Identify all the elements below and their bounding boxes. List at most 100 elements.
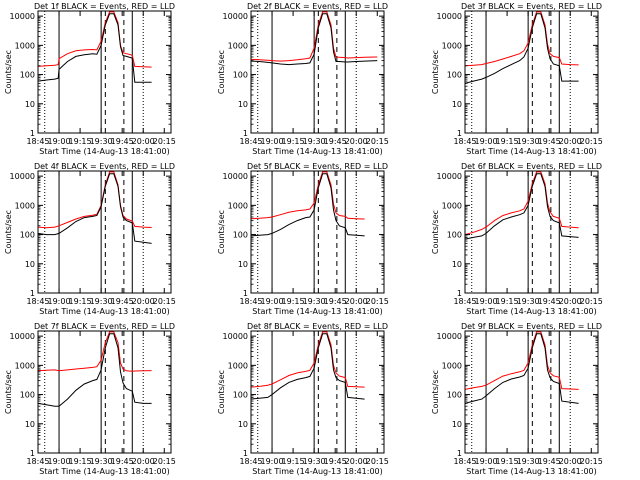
y-tick-label: 10: [452, 420, 462, 429]
plot-frame: [250, 330, 385, 454]
y-tick-label: 1000: [15, 361, 35, 370]
y-tick-label: 10000: [223, 172, 248, 181]
series-line-lld: [37, 331, 152, 372]
series-line-events: [464, 173, 579, 240]
y-tick-label: 1: [457, 129, 462, 138]
y-tick-label: 10000: [437, 332, 462, 341]
y-axis-label: Counts/sec: [217, 50, 226, 94]
x-axis-label: Start Time (14-Aug-13 18:41:00): [466, 307, 597, 316]
x-tick-label: 20:00: [132, 137, 155, 146]
x-tick-label: 19:00: [261, 457, 284, 466]
x-tick-label: 18:45: [239, 297, 262, 306]
x-tick-label: 19:00: [48, 457, 71, 466]
y-tick-label: 100: [233, 71, 248, 80]
y-tick-label: 100: [20, 231, 35, 240]
y-tick-label: 100: [447, 71, 462, 80]
chart-panel: 1 10 100 1000 10000 18:4519:0019:1519:3019:45…: [4, 322, 176, 476]
series-line-lld: [464, 331, 579, 390]
y-tick-label: 10000: [223, 12, 248, 21]
plot-frame: [464, 330, 599, 454]
x-tick-label: 20:00: [559, 457, 582, 466]
x-tick-label: 19:30: [90, 297, 113, 306]
x-tick-label: 19:30: [517, 457, 540, 466]
y-tick-label: 1000: [15, 41, 35, 50]
y-tick-label: 10000: [437, 12, 462, 21]
y-tick-label: 10: [25, 100, 35, 109]
y-tick-label: 10: [452, 260, 462, 269]
y-tick-label: 1: [243, 449, 248, 458]
y-tick-label: 10: [238, 100, 248, 109]
x-tick-label: 19:45: [538, 297, 561, 306]
y-tick-label: 1: [30, 289, 35, 298]
x-tick-label: 20:00: [132, 457, 155, 466]
plot-frame: [250, 170, 385, 294]
x-tick-label: 19:30: [517, 137, 540, 146]
y-tick-label: 1000: [442, 201, 462, 210]
series-line-events: [250, 173, 365, 237]
y-tick-label: 10: [25, 260, 35, 269]
y-tick-label: 1000: [15, 201, 35, 210]
x-axis-label: Start Time (14-Aug-13 18:41:00): [39, 147, 170, 156]
x-tick-label: 18:45: [453, 137, 476, 146]
x-tick-label: 19:30: [303, 457, 326, 466]
x-tick-label: 20:15: [580, 297, 603, 306]
chart-title: Det 6f BLACK = Events, RED = LLD: [461, 162, 602, 171]
y-axis-label: Counts/sec: [431, 370, 440, 414]
chart-title: Det 8f BLACK = Events, RED = LLD: [247, 322, 388, 331]
x-tick-label: 20:15: [366, 457, 389, 466]
y-tick-label: 1: [243, 289, 248, 298]
y-tick-label: 1000: [442, 361, 462, 370]
x-axis-label: Start Time (14-Aug-13 18:41:00): [252, 147, 383, 156]
y-axis-label: Counts/sec: [4, 210, 13, 254]
y-tick-label: 10: [25, 420, 35, 429]
x-tick-label: 19:15: [282, 297, 305, 306]
y-tick-label: 1000: [228, 361, 248, 370]
series-line-lld: [250, 171, 365, 220]
y-tick-label: 10000: [10, 172, 35, 181]
chart-panel: 1 10 100 1000 10000 18:4519:0019:1519:3019:45…: [217, 322, 389, 476]
x-tick-label: 19:15: [282, 137, 305, 146]
x-tick-label: 19:00: [475, 137, 498, 146]
x-tick-label: 19:15: [496, 457, 519, 466]
x-tick-label: 20:00: [132, 297, 155, 306]
y-tick-label: 100: [233, 391, 248, 400]
x-tick-label: 20:15: [366, 137, 389, 146]
y-tick-label: 100: [20, 391, 35, 400]
x-tick-label: 19:45: [538, 137, 561, 146]
x-tick-label: 18:45: [453, 457, 476, 466]
x-tick-label: 19:45: [111, 137, 134, 146]
x-tick-label: 20:00: [559, 137, 582, 146]
y-tick-label: 1: [457, 449, 462, 458]
y-tick-label: 10: [238, 420, 248, 429]
y-tick-label: 100: [233, 231, 248, 240]
x-tick-label: 20:15: [580, 137, 603, 146]
x-axis-label: Start Time (14-Aug-13 18:41:00): [252, 307, 383, 316]
x-tick-label: 19:00: [48, 137, 71, 146]
chart-title: Det 3f BLACK = Events, RED = LLD: [461, 2, 602, 11]
y-tick-label: 10: [452, 100, 462, 109]
x-tick-label: 19:45: [111, 457, 134, 466]
y-axis-label: Counts/sec: [4, 50, 13, 94]
y-tick-label: 1000: [442, 41, 462, 50]
x-tick-label: 19:00: [475, 297, 498, 306]
series-line-events: [250, 13, 378, 66]
y-axis-label: Counts/sec: [431, 210, 440, 254]
y-tick-label: 1: [30, 129, 35, 138]
y-tick-label: 1: [30, 449, 35, 458]
x-tick-label: 18:45: [239, 457, 262, 466]
x-tick-label: 18:45: [26, 137, 49, 146]
chart-panel: 1 10 100 1000 10000 18:4519:0019:1519:3019:45…: [217, 2, 389, 156]
x-tick-label: 20:15: [580, 457, 603, 466]
x-axis-label: Start Time (14-Aug-13 18:41:00): [466, 467, 597, 476]
series-line-events: [37, 333, 152, 407]
x-tick-label: 19:45: [111, 297, 134, 306]
y-tick-label: 10000: [10, 332, 35, 341]
x-tick-label: 19:30: [90, 457, 113, 466]
series-line-events: [250, 333, 365, 400]
y-tick-label: 1000: [228, 41, 248, 50]
x-tick-label: 19:00: [261, 297, 284, 306]
x-tick-label: 20:15: [366, 297, 389, 306]
x-tick-label: 18:45: [453, 297, 476, 306]
y-axis-label: Counts/sec: [217, 370, 226, 414]
